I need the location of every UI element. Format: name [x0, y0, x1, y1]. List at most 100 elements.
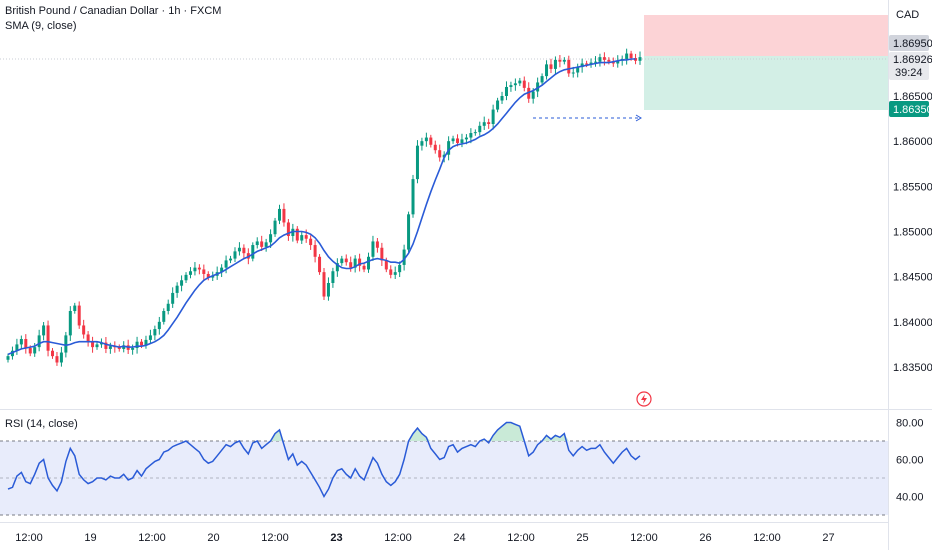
price-tick-label: 1.86000 — [893, 136, 932, 148]
candle-body — [300, 235, 304, 241]
stop-price-text: 1.86950 — [893, 38, 932, 50]
candle-body — [353, 258, 357, 268]
candle-body — [269, 234, 273, 243]
price-tick-label: 1.85500 — [893, 181, 932, 193]
candle-body — [135, 341, 139, 349]
candle-body — [389, 269, 393, 275]
candlestick-series[interactable] — [6, 48, 642, 367]
take-profit-zone[interactable] — [644, 56, 888, 110]
candle-body — [420, 141, 424, 146]
target-price-tag[interactable]: 1.86350 — [889, 101, 932, 117]
candle-body — [358, 258, 362, 266]
candle-body — [188, 271, 192, 275]
candle-body — [55, 356, 59, 363]
candle-body — [589, 62, 593, 65]
candle-body — [540, 76, 544, 83]
candle-body — [344, 258, 348, 263]
candle-body — [496, 100, 500, 110]
candle-body — [82, 325, 86, 335]
candle-body — [131, 348, 135, 350]
current-price-tag[interactable]: 1.86926 39:24 — [889, 52, 932, 80]
time-tick-label: 24 — [453, 532, 465, 544]
candle-body — [166, 303, 170, 311]
rsi-scale[interactable]: 80.00 60.00 40.00 — [896, 418, 924, 504]
candle-body — [500, 96, 504, 101]
candle-body — [157, 321, 161, 330]
candle-body — [15, 344, 19, 351]
candle-body — [527, 87, 531, 99]
sma-indicator-label[interactable]: SMA (9, close) — [5, 20, 77, 32]
currency-label[interactable]: CAD — [896, 9, 919, 21]
candle-body — [629, 53, 633, 59]
candle-body — [144, 339, 148, 346]
candle-body — [19, 338, 23, 345]
price-tick-label: 1.86500 — [893, 91, 932, 103]
candle-body — [469, 133, 473, 138]
candle-body — [104, 342, 108, 349]
candle-body — [518, 80, 522, 84]
rsi-tick-label: 80.00 — [896, 418, 924, 430]
candle-body — [59, 352, 63, 363]
rsi-indicator-label[interactable]: RSI (14, close) — [5, 418, 78, 430]
candle-body — [509, 85, 513, 87]
candle-body — [349, 262, 353, 268]
candle-body — [531, 91, 535, 99]
candle-body — [264, 242, 268, 247]
candle-body — [193, 267, 197, 272]
candle-body — [99, 342, 103, 345]
candle-body — [634, 58, 638, 61]
time-tick-label: 12:00 — [630, 532, 658, 544]
candle-body — [282, 208, 286, 223]
candle-body — [42, 325, 46, 336]
rsi-line[interactable] — [7, 421, 641, 499]
candle-body — [362, 265, 366, 270]
projection-arrow[interactable] — [533, 114, 642, 122]
candle-body — [51, 350, 55, 357]
candle-body — [447, 141, 451, 155]
candle-body — [411, 179, 415, 215]
candle-body — [224, 260, 228, 268]
candle-body — [6, 356, 10, 360]
sma-line[interactable] — [7, 58, 636, 356]
candle-body — [286, 222, 290, 237]
candle-body — [491, 109, 495, 125]
candle-body — [562, 59, 566, 62]
stop-loss-zone[interactable] — [644, 15, 888, 56]
time-tick-label: 12:00 — [261, 532, 289, 544]
stop-price-tag[interactable]: 1.86950 — [889, 35, 932, 51]
time-axis[interactable]: 12:00 19 12:00 20 12:00 23 12:00 24 12:00 25 12:00… — [15, 532, 834, 544]
candle-body — [309, 238, 313, 246]
candle-body — [335, 263, 339, 272]
price-tick-label: 1.84500 — [893, 272, 932, 284]
candle-body — [153, 329, 157, 336]
candle-body — [478, 125, 482, 133]
target-price-text: 1.86350 — [893, 104, 932, 116]
candle-body — [171, 292, 175, 304]
price-scale[interactable]: 1.86500 1.86000 1.85500 1.85000 1.84500 1.840… — [893, 91, 932, 374]
candle-body — [260, 241, 264, 247]
candle-body — [545, 64, 549, 77]
lightning-icon[interactable] — [636, 391, 652, 407]
candle-body — [616, 60, 620, 64]
candle-body — [553, 59, 557, 69]
candle-body — [607, 59, 611, 62]
candle-body — [460, 139, 464, 143]
candle-body — [638, 57, 642, 61]
candle-body — [73, 305, 77, 311]
price-tick-label: 1.84000 — [893, 317, 932, 329]
current-price-text: 1.86926 — [893, 54, 932, 66]
candle-body — [64, 335, 68, 353]
candle-body — [585, 63, 589, 65]
candle-body — [10, 350, 14, 357]
candle-body — [184, 274, 188, 281]
chart-title: British Pound / Canadian Dollar · 1h · F… — [5, 5, 222, 17]
candle-body — [46, 325, 50, 351]
candle-body — [162, 310, 166, 322]
candle-body — [513, 83, 517, 86]
candle-body — [68, 310, 72, 336]
candle-body — [611, 61, 615, 64]
candle-body — [33, 347, 37, 354]
candle-body — [197, 267, 201, 270]
candle-body — [229, 258, 233, 261]
